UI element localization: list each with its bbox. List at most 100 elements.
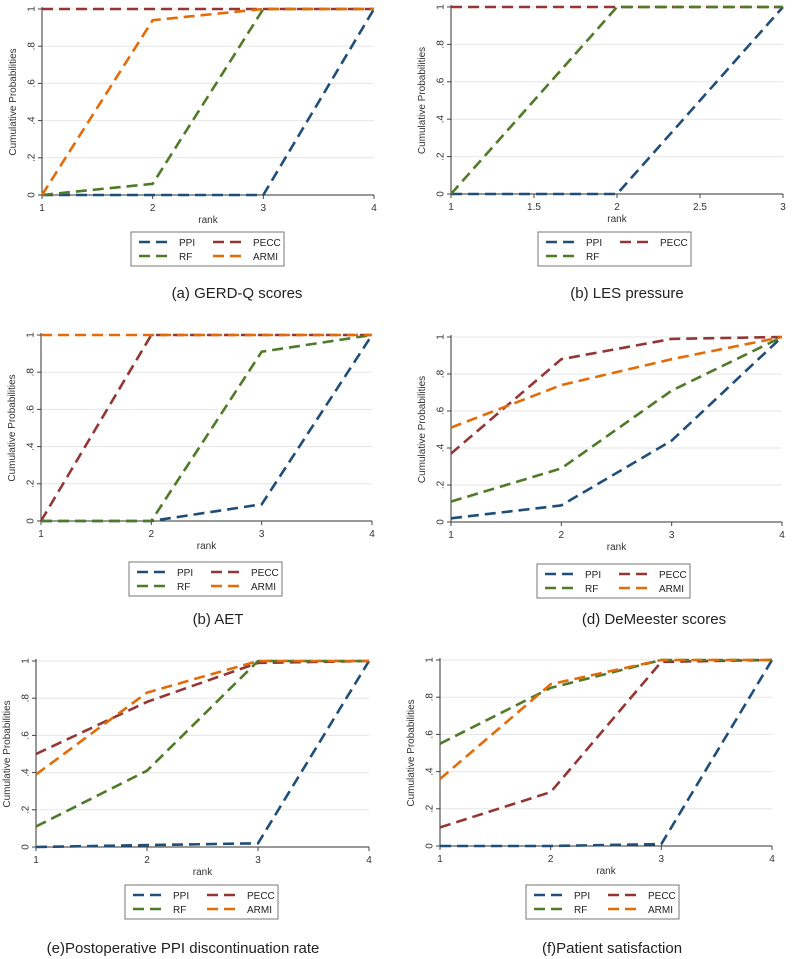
chart-panel-2: 0 .2 .4 .6 .8 1 1 1.5 2 2.5 3 rank Cumulative Probab… <box>417 4 786 302</box>
series-line-pecc <box>439 658 773 829</box>
series-line-rf <box>35 659 369 828</box>
x-tick-label: 1 <box>437 854 443 865</box>
series-line-armi <box>450 335 783 429</box>
x-tick-label: 2 <box>150 203 156 214</box>
legend-label-armi: ARMI <box>247 905 272 916</box>
x-tick-label: 4 <box>366 855 372 866</box>
series-line-rf <box>41 7 374 197</box>
legend-box <box>124 884 279 920</box>
y-tick-label: .2 <box>27 153 38 162</box>
series-line-armi <box>35 659 369 776</box>
y-tick-label: .4 <box>21 768 32 777</box>
y-axis-label: Cumulative Probabilities <box>417 376 428 483</box>
y-tick-label: .6 <box>21 731 32 740</box>
x-tick-label: 3 <box>259 529 265 540</box>
chart-panel-3: 0 .2 .4 .6 .8 1 1 2 3 4 rank Cumulative Probabiliti… <box>7 332 375 628</box>
x-tick-label: 2 <box>144 855 150 866</box>
y-tick-label: .8 <box>27 42 38 51</box>
legend-box <box>130 231 285 267</box>
legend-label-pecc: PECC <box>247 891 275 902</box>
legend-label-rf: RF <box>586 252 599 263</box>
panel-caption: (f)Patient satisfaction <box>542 940 682 957</box>
y-tick-label: .6 <box>436 77 447 86</box>
series-line-pecc <box>39 333 372 522</box>
legend-label-pecc: PECC <box>251 568 279 579</box>
y-tick-label: .2 <box>21 805 32 814</box>
legend-label-rf: RF <box>173 905 186 916</box>
y-tick-label: .4 <box>436 115 447 124</box>
legend-label-ppi: PPI <box>574 891 590 902</box>
x-tick-label: 3 <box>669 530 675 541</box>
x-tick-label: 4 <box>369 529 375 540</box>
x-axis-label: rank <box>607 542 627 553</box>
x-tick-label: 1 <box>38 529 44 540</box>
legend-label-armi: ARMI <box>659 584 684 595</box>
legend-label-ppi: PPI <box>179 238 195 249</box>
y-axis-label: Cumulative Probabilities <box>8 48 19 155</box>
legend-label-rf: RF <box>179 252 192 263</box>
series-line-rf <box>450 335 783 503</box>
x-tick-label: 2.5 <box>693 202 707 213</box>
y-tick-label: .2 <box>26 479 37 488</box>
y-tick-label: .4 <box>26 442 37 451</box>
x-tick-label: 2 <box>559 530 565 541</box>
panel-caption: (a) GERD-Q scores <box>172 285 303 302</box>
legend-label-rf: RF <box>177 582 190 593</box>
chart-panel-1: 0 .2 .4 .6 .8 1 1 2 3 4 rank Cumulative Probabiliti… <box>8 6 377 302</box>
y-tick-label: .8 <box>425 693 436 702</box>
y-tick-label: 1 <box>436 334 447 340</box>
legend-box <box>128 561 283 597</box>
y-tick-label: 1 <box>425 657 436 663</box>
y-tick-label: .2 <box>436 152 447 161</box>
x-tick-label: 1.5 <box>527 202 541 213</box>
chart-panel-5: 0 .2 .4 .6 .8 1 1 2 3 4 rank Cumulative Probabiliti… <box>2 658 372 957</box>
series-line-ppi <box>451 6 784 196</box>
series-line-armi <box>439 658 772 780</box>
y-tick-label: .8 <box>21 694 32 703</box>
series-line-rf <box>41 333 373 523</box>
y-tick-label: 0 <box>26 518 37 524</box>
x-tick-label: 2 <box>614 202 620 213</box>
y-tick-label: 1 <box>436 4 447 10</box>
y-tick-label: 1 <box>26 332 37 338</box>
chart-panel-6: 0 .2 .4 .6 .8 1 1 2 3 4 rank Cumulative Probabiliti… <box>406 657 775 957</box>
panel-caption: (d) DeMeester scores <box>582 611 726 628</box>
x-axis-label: rank <box>193 867 213 878</box>
y-tick-label: 0 <box>425 843 436 849</box>
chart-panel-4: 0 .2 .4 .6 .8 1 1 2 3 4 rank Cumulative Probabiliti… <box>417 334 785 628</box>
y-tick-label: .4 <box>27 116 38 125</box>
series-line-ppi <box>450 336 783 520</box>
y-axis-label: Cumulative Probabilities <box>7 374 18 481</box>
y-tick-label: 1 <box>27 6 38 12</box>
legend-label-armi: ARMI <box>648 905 673 916</box>
x-axis-label: rank <box>607 214 627 225</box>
y-tick-label: 0 <box>21 844 32 850</box>
y-tick-label: .2 <box>425 804 436 813</box>
legend-label-pecc: PECC <box>659 570 687 581</box>
y-tick-label: 0 <box>436 191 447 197</box>
legend-label-armi: ARMI <box>251 582 276 593</box>
series-line-ppi <box>41 334 374 523</box>
y-tick-label: 0 <box>436 519 447 525</box>
x-tick-label: 4 <box>769 854 775 865</box>
legend-box <box>525 884 680 920</box>
x-axis-label: rank <box>198 215 218 226</box>
series-line-pecc <box>450 335 783 455</box>
y-tick-label: .8 <box>436 40 447 49</box>
x-tick-label: 3 <box>780 202 786 213</box>
x-tick-label: 1 <box>448 530 454 541</box>
legend-label-pecc: PECC <box>660 238 688 249</box>
y-axis-label: Cumulative Probabilities <box>2 700 13 807</box>
panel-caption: (e)Postoperative PPI discontinuation rat… <box>47 940 320 957</box>
legend-label-armi: ARMI <box>253 252 278 263</box>
y-tick-label: .6 <box>27 79 38 88</box>
legend-label-rf: RF <box>585 584 598 595</box>
legend-label-ppi: PPI <box>177 568 193 579</box>
legend-box <box>537 231 692 267</box>
y-axis-label: Cumulative Probabilities <box>417 47 428 154</box>
series-line-rf <box>439 658 772 745</box>
x-tick-label: 1 <box>39 203 45 214</box>
x-tick-label: 2 <box>548 854 554 865</box>
y-tick-label: .6 <box>436 406 447 415</box>
x-tick-label: 3 <box>659 854 665 865</box>
